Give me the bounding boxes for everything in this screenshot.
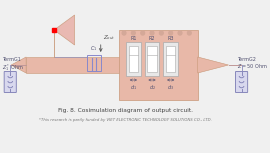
- Polygon shape: [11, 57, 26, 73]
- Circle shape: [150, 31, 154, 35]
- Text: R1: R1: [130, 36, 137, 41]
- Text: R3: R3: [167, 36, 174, 41]
- Text: *This research is partly funded by VIET ELECTRONIC TECHNOLOGY SOLUTIONS CO., LTD: *This research is partly funded by VIET …: [39, 118, 212, 122]
- Bar: [147, 46, 157, 72]
- Bar: [163, 42, 178, 76]
- Bar: [119, 30, 198, 100]
- Circle shape: [160, 31, 163, 35]
- Text: $d_3$: $d_3$: [167, 83, 174, 92]
- FancyBboxPatch shape: [235, 71, 248, 93]
- Text: $d_2$: $d_2$: [148, 83, 156, 92]
- Circle shape: [131, 31, 135, 35]
- Polygon shape: [198, 57, 228, 73]
- Text: $d_1$: $d_1$: [130, 83, 137, 92]
- Circle shape: [169, 31, 173, 35]
- Text: Fig. 8. Cosimulation diagram of output circuit.: Fig. 8. Cosimulation diagram of output c…: [58, 108, 193, 113]
- Circle shape: [178, 31, 182, 35]
- Bar: [166, 46, 175, 72]
- Bar: [126, 42, 141, 76]
- Text: TermG2: TermG2: [237, 57, 256, 62]
- Bar: [144, 42, 160, 76]
- Text: $Z = 50$ Ohm: $Z = 50$ Ohm: [237, 62, 268, 70]
- Circle shape: [187, 31, 191, 35]
- Bar: [87, 55, 101, 71]
- Text: R2: R2: [149, 36, 155, 41]
- Text: $Z_{out}$: $Z_{out}$: [103, 34, 115, 42]
- Text: $Z_1^*$ Ohm: $Z_1^*$ Ohm: [2, 62, 24, 73]
- Bar: [129, 46, 138, 72]
- Bar: [26, 57, 119, 73]
- Text: $C_1$: $C_1$: [90, 44, 97, 53]
- Circle shape: [122, 31, 126, 35]
- Circle shape: [141, 31, 144, 35]
- Text: TermG1: TermG1: [2, 57, 21, 62]
- Polygon shape: [54, 15, 75, 45]
- FancyBboxPatch shape: [4, 71, 16, 93]
